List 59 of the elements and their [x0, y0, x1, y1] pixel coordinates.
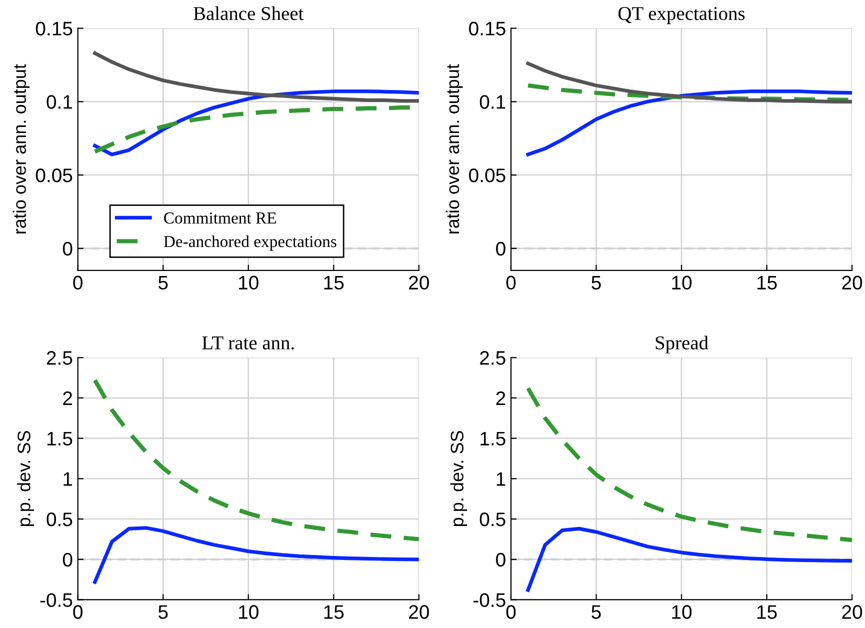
x-tick-label: 15 — [324, 276, 344, 290]
x-tick-label: 0 — [73, 605, 82, 619]
legend-label: De-anchored expectations — [164, 235, 336, 251]
line-series — [526, 386, 852, 542]
x-tick-label: 10 — [672, 276, 692, 290]
y-tick-label: 1 — [496, 472, 506, 486]
line-series — [526, 90, 852, 156]
y-axis-title: ratio over ann. output — [446, 64, 463, 234]
y-axis-title: p.p. dev. SS — [450, 430, 468, 526]
y-tick-label: 0 — [62, 242, 72, 256]
y-tick-label: 0.15 — [36, 22, 72, 36]
y-axis-title: ratio over ann. output — [12, 64, 30, 234]
x-tick-label: 15 — [757, 276, 777, 290]
y-tick-label: 1 — [64, 472, 72, 486]
x-tick-label: 10 — [239, 605, 258, 619]
y-tick-label: 2.5 — [480, 351, 506, 365]
y-tick-label: 2.5 — [46, 351, 72, 365]
x-tick-label: 10 — [239, 276, 258, 290]
x-tick-label: 5 — [592, 276, 601, 290]
y-tick-label: 0.1 — [46, 95, 72, 109]
line-series — [93, 51, 419, 103]
x-tick-label: 20 — [842, 605, 862, 619]
x-tick-label: 10 — [672, 605, 692, 619]
line-series — [92, 378, 419, 542]
y-tick-label: 0.05 — [36, 168, 72, 182]
x-tick-label: 0 — [73, 276, 82, 290]
y-tick-label: 0.1 — [480, 95, 506, 109]
x-tick-label: 0 — [506, 605, 516, 619]
chart-title: LT rate ann. — [202, 336, 294, 350]
x-tick-label: 20 — [842, 276, 862, 290]
y-tick-label: 0 — [62, 552, 72, 567]
line-series — [526, 526, 852, 592]
y-tick-label: 0 — [496, 242, 506, 256]
y-tick-label: 0.5 — [480, 512, 506, 526]
y-tick-label: 0 — [496, 552, 506, 567]
x-tick-label: 15 — [757, 605, 777, 619]
chart-title: QT expectations — [618, 7, 745, 24]
x-tick-label: 5 — [592, 605, 601, 619]
y-tick-label: 1.5 — [480, 432, 506, 446]
y-tick-label: 0.15 — [469, 22, 506, 36]
y-tick-label: -0.5 — [40, 593, 72, 607]
y-tick-label: 2 — [63, 391, 72, 405]
x-tick-label: 20 — [409, 605, 429, 619]
y-tick-label: 0.05 — [469, 168, 506, 182]
line-series — [93, 526, 419, 584]
x-tick-label: 5 — [158, 605, 168, 619]
line-series — [526, 62, 852, 104]
x-tick-label: 20 — [409, 276, 429, 290]
legend-label: Commitment RE — [164, 212, 276, 224]
chart-title: Balance Sheet — [194, 6, 304, 20]
y-tick-label: 0.5 — [46, 512, 72, 526]
y-tick-label: 1.5 — [47, 432, 72, 446]
y-tick-label: 2 — [496, 391, 506, 405]
chart-title: Spread — [656, 336, 708, 354]
x-tick-label: 0 — [506, 276, 516, 290]
y-axis-title: p.p. dev. SS — [17, 430, 34, 526]
y-tick-label: -0.5 — [473, 593, 506, 607]
x-tick-label: 5 — [158, 276, 168, 290]
x-tick-label: 15 — [324, 605, 344, 619]
